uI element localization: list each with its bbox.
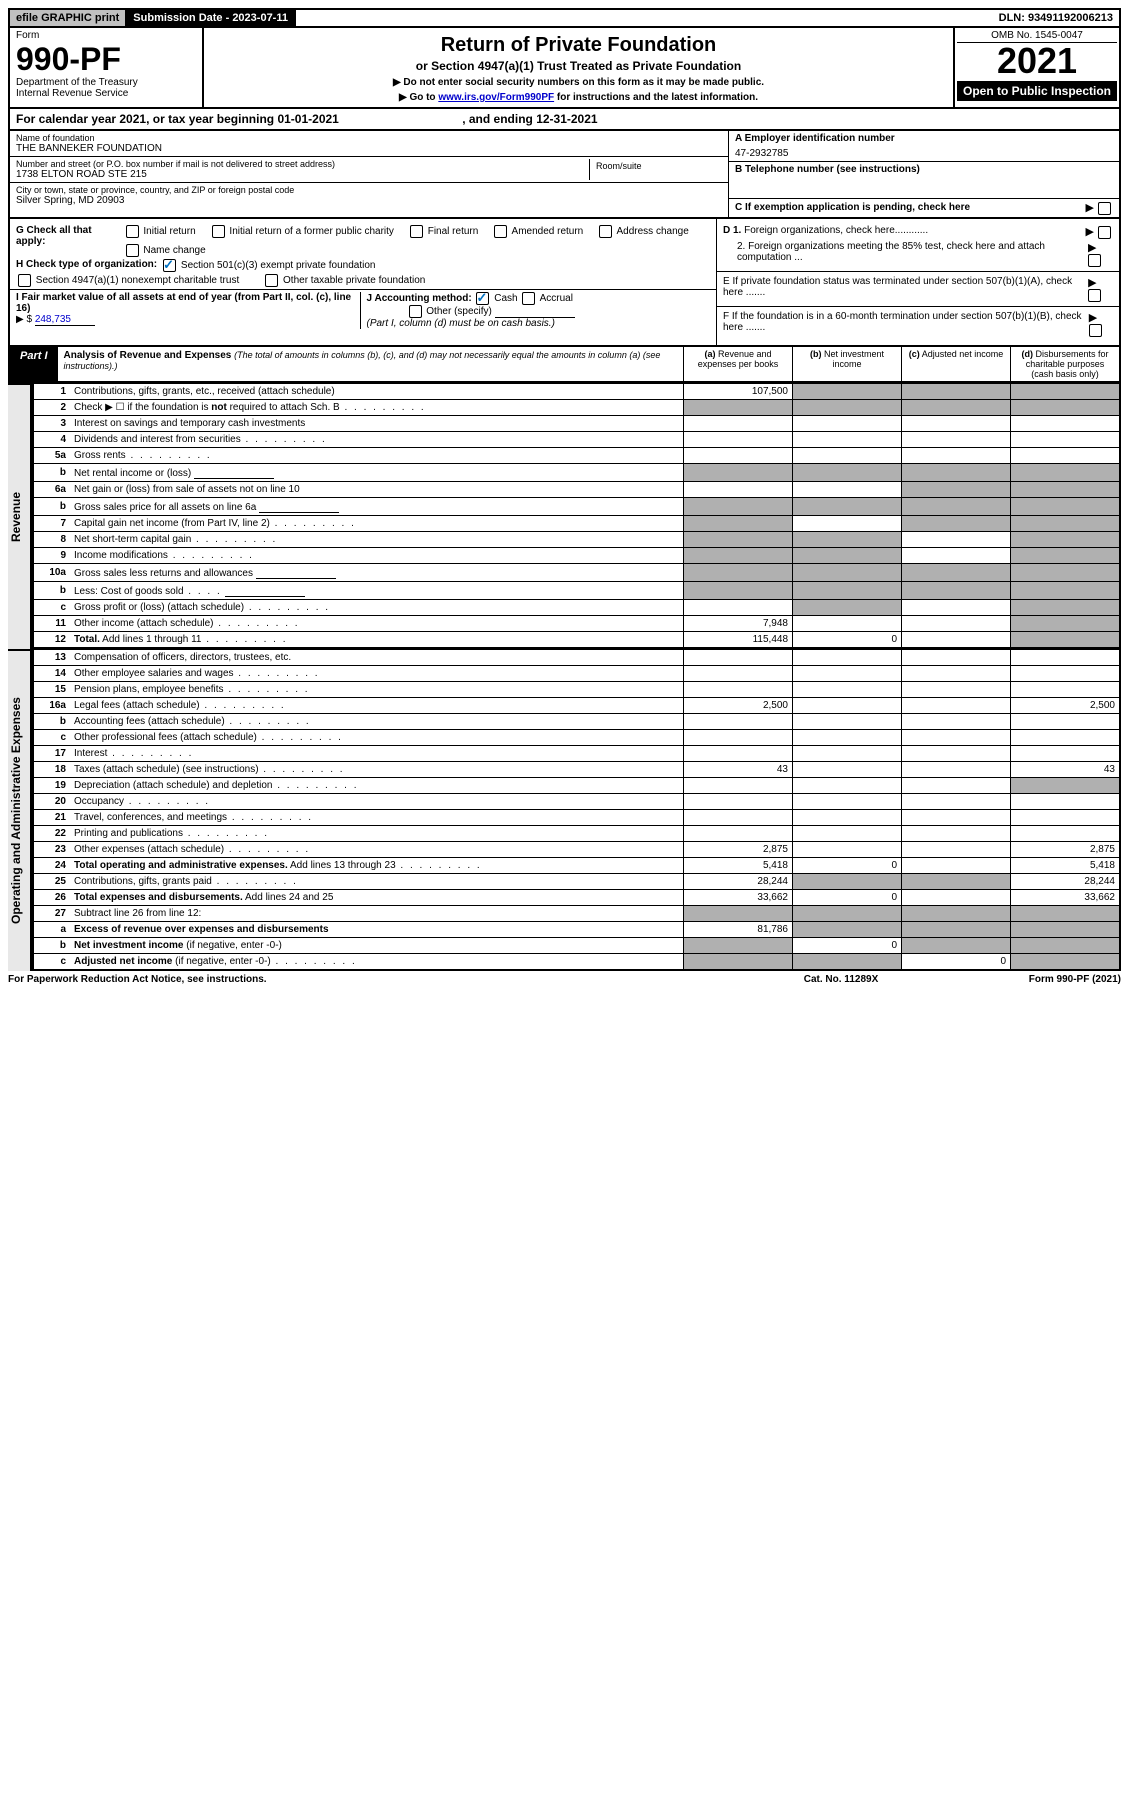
room-suite-label: Room/suite (589, 159, 722, 180)
dln: DLN: 93491192006213 (993, 10, 1119, 26)
g-name-checkbox[interactable] (126, 244, 139, 257)
expenses-section: Operating and Administrative Expenses 13… (8, 649, 1121, 971)
col-c-header: (c) Adjusted net income (901, 347, 1010, 381)
revenue-table: 1Contributions, gifts, grants, etc., rec… (32, 383, 1121, 649)
part1-label: Part I (10, 347, 58, 381)
expenses-table: 13Compensation of officers, directors, t… (32, 649, 1121, 971)
ssn-note: ▶ Do not enter social security numbers o… (212, 77, 945, 88)
top-bar: efile GRAPHIC print Submission Date - 20… (8, 8, 1121, 28)
efile-button[interactable]: efile GRAPHIC print (10, 10, 127, 26)
g-row: G Check all that apply: Initial return I… (16, 225, 710, 257)
expenses-label: Operating and Administrative Expenses (8, 649, 32, 971)
i-label: I Fair market value of all assets at end… (16, 292, 351, 314)
e-checkbox[interactable] (1088, 289, 1101, 302)
check-section: G Check all that apply: Initial return I… (8, 219, 1121, 347)
j-cash-checkbox[interactable] (476, 292, 489, 305)
name-label: Name of foundation (16, 133, 722, 143)
c-checkbox[interactable] (1098, 202, 1111, 215)
h-other-checkbox[interactable] (265, 274, 278, 287)
goto-note: ▶ Go to www.irs.gov/Form990PF for instru… (212, 92, 945, 103)
j-accrual-checkbox[interactable] (522, 292, 535, 305)
dept: Department of the Treasury (16, 77, 196, 88)
h-501c3-checkbox[interactable] (163, 259, 176, 272)
form-title: Return of Private Foundation (212, 34, 945, 57)
f-checkbox[interactable] (1089, 324, 1102, 337)
col-a-header: (a) Revenue and expenses per books (683, 347, 792, 381)
form-header: Form 990-PF Department of the Treasury I… (8, 28, 1121, 109)
header-right: OMB No. 1545-0047 2021 Open to Public In… (953, 28, 1119, 107)
ein-label: A Employer identification number (735, 133, 1113, 144)
pra-notice: For Paperwork Reduction Act Notice, see … (8, 974, 741, 985)
j-label: J Accounting method: (367, 293, 472, 304)
irs-link[interactable]: www.irs.gov/Form990PF (438, 92, 554, 103)
col-d-header: (d) Disbursements for charitable purpose… (1010, 347, 1119, 381)
addr-label: Number and street (or P.O. box number if… (16, 159, 589, 169)
header-left: Form 990-PF Department of the Treasury I… (10, 28, 204, 107)
city-state-zip: Silver Spring, MD 20903 (16, 195, 722, 206)
tax-year: 2021 (957, 43, 1117, 79)
j-other-checkbox[interactable] (409, 305, 422, 318)
ein-value: 47-2932785 (735, 148, 1113, 159)
submission-date: Submission Date - 2023-07-11 (127, 10, 296, 26)
g-address-checkbox[interactable] (599, 225, 612, 238)
revenue-section: Revenue 1Contributions, gifts, grants, e… (8, 383, 1121, 649)
g-initial-checkbox[interactable] (126, 225, 139, 238)
cat-no: Cat. No. 11289X (741, 974, 941, 985)
g-final-checkbox[interactable] (410, 225, 423, 238)
page-footer: For Paperwork Reduction Act Notice, see … (8, 971, 1121, 988)
j-note: (Part I, column (d) must be on cash basi… (367, 318, 555, 329)
header-center: Return of Private Foundation or Section … (204, 28, 953, 107)
col-b-header: (b) Net investment income (792, 347, 901, 381)
i-fmv-value: 248,735 (35, 314, 95, 326)
form-label: Form (16, 30, 196, 41)
g-amended-checkbox[interactable] (494, 225, 507, 238)
h-4947-checkbox[interactable] (18, 274, 31, 287)
c-label: C If exemption application is pending, c… (735, 202, 970, 213)
phone-label: B Telephone number (see instructions) (735, 164, 1113, 175)
form-number: 990-PF (16, 43, 196, 75)
irs: Internal Revenue Service (16, 88, 196, 99)
g-initial-former-checkbox[interactable] (212, 225, 225, 238)
d1-checkbox[interactable] (1098, 226, 1111, 239)
revenue-label: Revenue (8, 383, 32, 649)
city-label: City or town, state or province, country… (16, 185, 722, 195)
h-row: H Check type of organization: Section 50… (16, 259, 710, 272)
d2-checkbox[interactable] (1088, 254, 1101, 267)
form-ref: Form 990-PF (2021) (941, 974, 1121, 985)
part1-header: Part I Analysis of Revenue and Expenses … (8, 347, 1121, 383)
foundation-name: THE BANNEKER FOUNDATION (16, 143, 722, 154)
open-public: Open to Public Inspection (957, 81, 1117, 101)
info-grid: Name of foundation THE BANNEKER FOUNDATI… (8, 131, 1121, 219)
street-address: 1738 ELTON ROAD STE 215 (16, 169, 589, 180)
form-subtitle: or Section 4947(a)(1) Trust Treated as P… (212, 59, 945, 73)
calendar-year-row: For calendar year 2021, or tax year begi… (8, 109, 1121, 131)
